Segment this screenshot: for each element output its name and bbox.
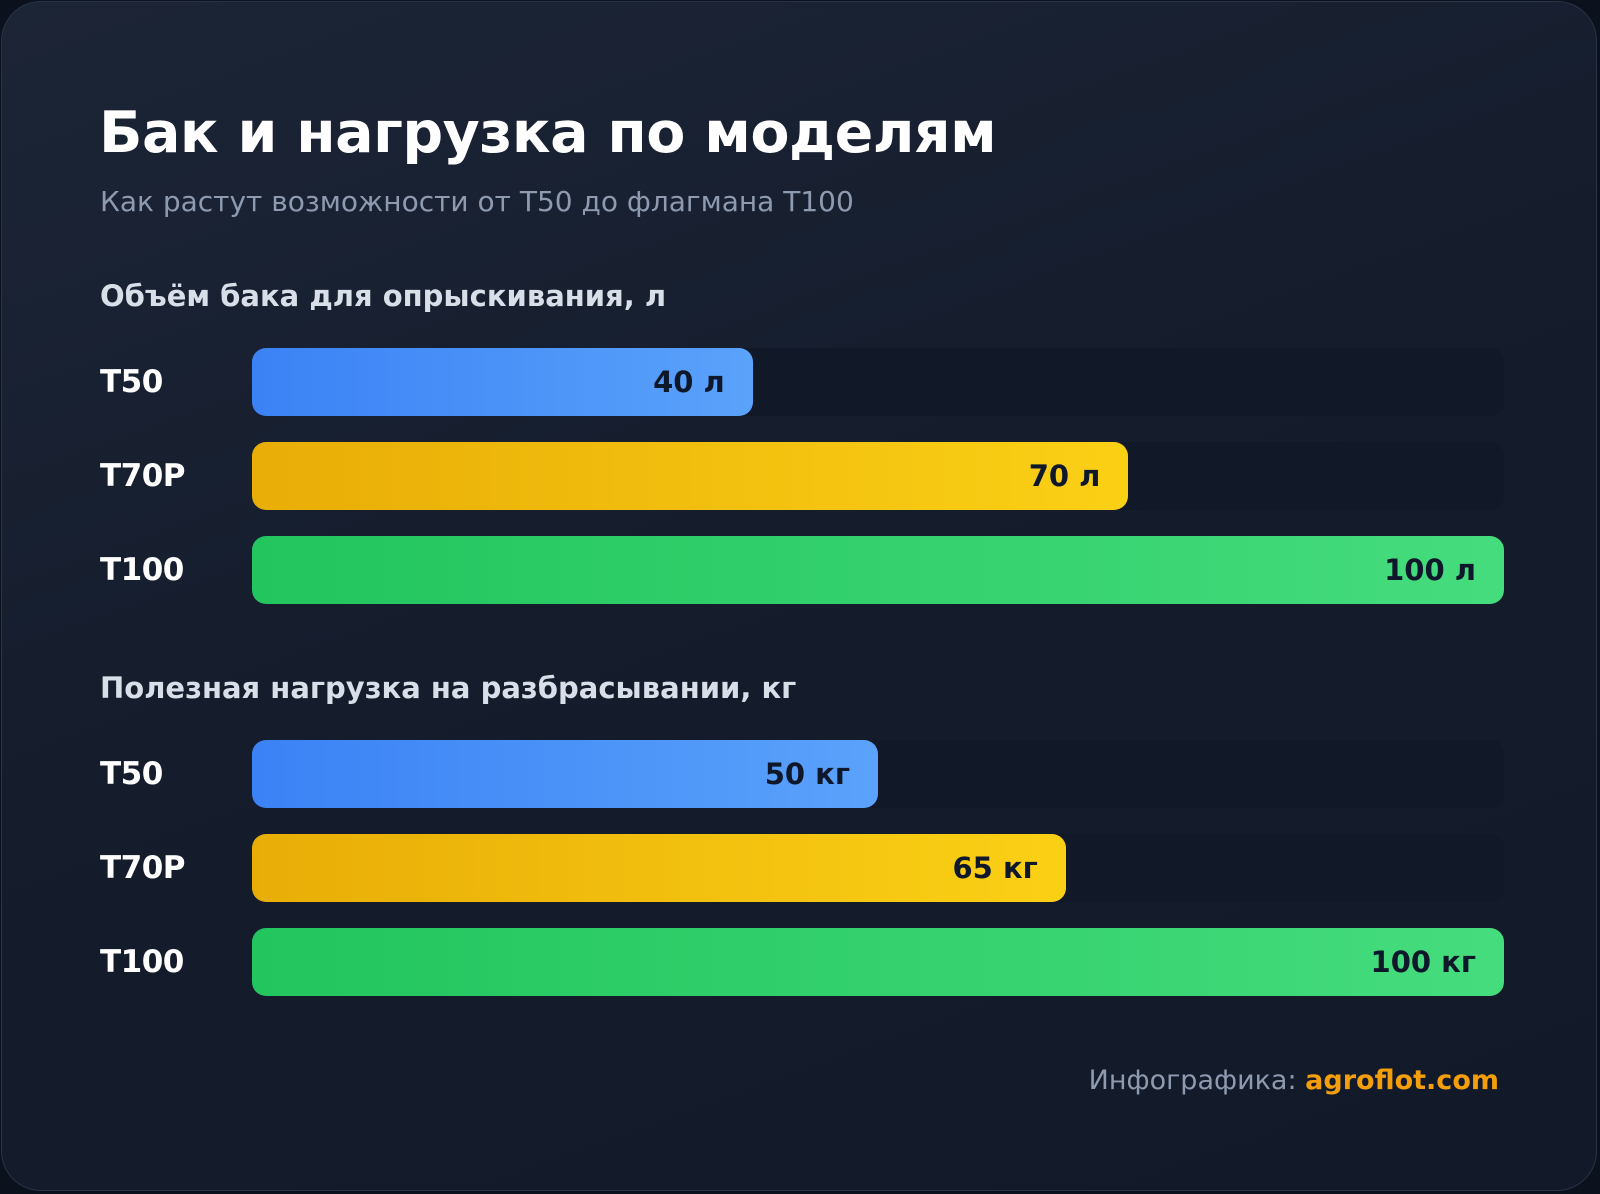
bar-value-label: 100 кг: [1370, 945, 1476, 979]
bar-track: 65 кг: [252, 834, 1504, 902]
footer-label: Инфографика:: [1088, 1065, 1297, 1096]
tank-bar-t50: 40 л: [252, 348, 753, 416]
tank-chart-title: Объём бака для опрыскивания, л: [100, 279, 667, 313]
bar-value-label: 40 л: [653, 365, 725, 399]
tank-row-label: T50: [100, 364, 163, 400]
bar-track: 100 кг: [252, 928, 1504, 996]
payload-row-t70p: T70P 65 кг: [100, 834, 1504, 902]
payload-row-t50: T50 50 кг: [100, 740, 1504, 808]
tank-row-t50: T50 40 л: [100, 348, 1504, 416]
payload-bar-t50: 50 кг: [252, 740, 878, 808]
footer-brand-link[interactable]: agroflot.com: [1305, 1065, 1499, 1096]
payload-row-label: T50: [100, 756, 163, 792]
tank-row-label: T70P: [100, 458, 186, 494]
bar-value-label: 50 кг: [764, 757, 850, 791]
bar-track: 70 л: [252, 442, 1504, 510]
payload-bar-t70p: 65 кг: [252, 834, 1066, 902]
bar-value-label: 65 кг: [952, 851, 1038, 885]
page-subtitle: Как растут возможности от T50 до флагман…: [100, 185, 854, 218]
payload-row-t100: T100 100 кг: [100, 928, 1504, 996]
bar-track: 50 кг: [252, 740, 1504, 808]
bar-track: 40 л: [252, 348, 1504, 416]
payload-bar-t100: 100 кг: [252, 928, 1504, 996]
tank-row-t100: T100 100 л: [100, 536, 1504, 604]
bar-value-label: 70 л: [1028, 459, 1101, 493]
bar-track: 100 л: [252, 536, 1504, 604]
bar-value-label: 100 л: [1384, 553, 1476, 587]
tank-row-label: T100: [100, 552, 184, 588]
page-title: Бак и нагрузка по моделям: [99, 100, 997, 166]
payload-chart-title: Полезная нагрузка на разбрасывании, кг: [100, 671, 797, 705]
tank-bar-t70p: 70 л: [252, 442, 1129, 510]
payload-row-label: T100: [100, 944, 184, 980]
footer-credit: Инфографика: agroflot.com: [1089, 1065, 1499, 1096]
payload-row-label: T70P: [100, 850, 186, 886]
tank-row-t70p: T70P 70 л: [100, 442, 1504, 510]
tank-bar-t100: 100 л: [252, 536, 1504, 604]
